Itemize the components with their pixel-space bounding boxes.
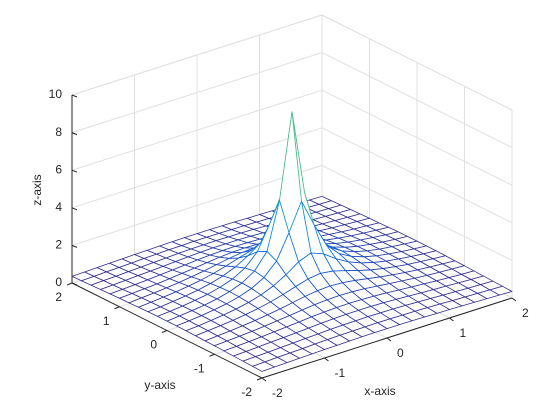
y-tick-label: -2 xyxy=(241,385,252,399)
z-tick xyxy=(71,169,78,173)
z-axis-label: z-axis xyxy=(30,174,44,205)
z-tick xyxy=(71,207,78,211)
x-tick-label: 1 xyxy=(460,326,467,340)
y-tick xyxy=(209,353,215,357)
z-tick xyxy=(71,94,78,98)
y-tick xyxy=(66,282,73,286)
x-tick xyxy=(511,297,517,302)
z-tick xyxy=(71,282,78,286)
y-tick-label: 2 xyxy=(55,290,62,304)
y-tick xyxy=(256,377,263,381)
y-tick xyxy=(114,306,120,310)
z-tick xyxy=(71,132,78,136)
y-tick xyxy=(161,330,168,333)
x-tick-label: 2 xyxy=(522,306,529,320)
x-tick-label: -2 xyxy=(272,386,283,400)
z-tick-label: 8 xyxy=(55,125,62,139)
x-tick xyxy=(386,337,392,342)
x-tick xyxy=(324,357,329,362)
y-tick-label: -1 xyxy=(194,361,205,375)
y-tick-label: 1 xyxy=(103,314,110,328)
z-tick-label: 4 xyxy=(55,200,62,214)
z-tick-label: 10 xyxy=(49,87,63,101)
y-tick-label: 0 xyxy=(150,338,157,352)
x-tick-label: 0 xyxy=(397,346,404,360)
x-axis-label: x-axis xyxy=(364,384,395,398)
z-tick-label: 0 xyxy=(55,275,62,289)
x-tick xyxy=(449,317,454,322)
y-axis-label: y-axis xyxy=(144,378,175,392)
x-tick xyxy=(261,377,267,382)
x-tick-label: -1 xyxy=(335,366,346,380)
z-tick xyxy=(71,244,78,248)
mesh-cell xyxy=(252,361,275,372)
z-tick-label: 2 xyxy=(55,238,62,252)
z-tick-label: 6 xyxy=(55,162,62,176)
